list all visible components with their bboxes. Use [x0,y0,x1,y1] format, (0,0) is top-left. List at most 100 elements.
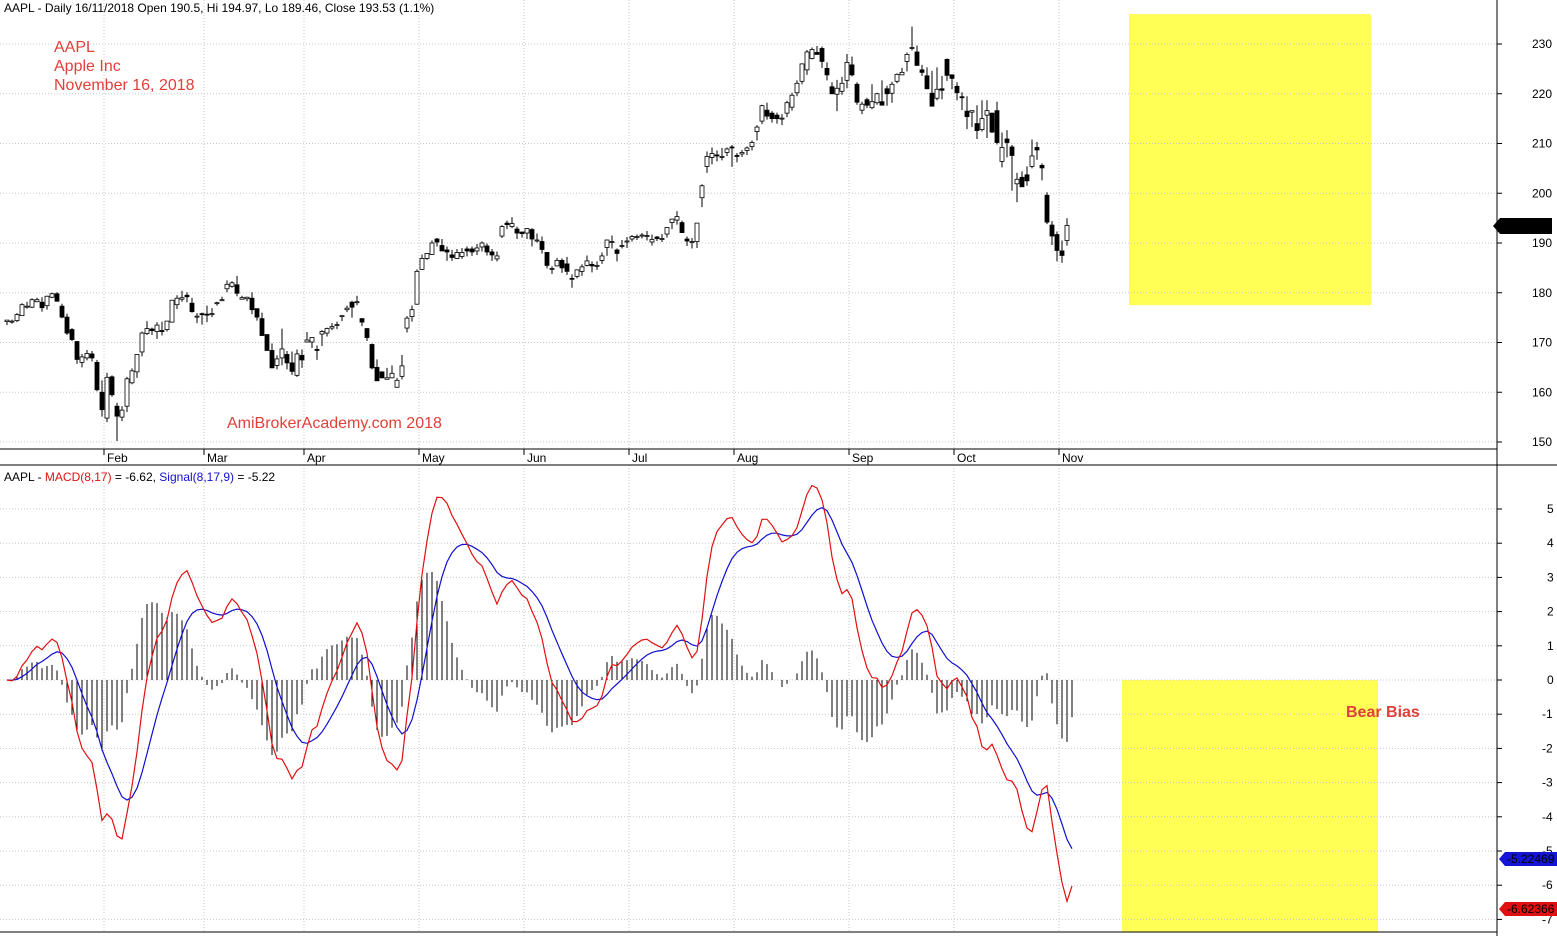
candle-body [19,304,25,317]
candle [529,228,535,247]
candle [479,241,485,252]
candle-body [89,353,95,359]
candle-body [604,239,610,248]
candle-body [449,254,455,258]
candle-body [199,313,205,316]
candle [334,321,340,330]
candle [389,365,395,379]
candle [264,334,270,351]
candle-body [699,185,705,199]
candle-body [904,54,910,62]
candle-body [179,297,185,300]
candle [664,227,670,238]
candle [134,354,140,378]
price-y-tick-label: 150 [1532,435,1552,449]
macd-header: AAPL - MACD(8,17) = -6.62, Signal(8,17,9… [4,470,275,484]
price-y-tick-label: 200 [1532,186,1552,200]
candle-body [159,330,165,332]
candle-body [844,62,850,81]
price-y-tick-label: 180 [1532,286,1552,300]
candle [269,343,275,369]
candle [4,319,10,326]
candle [99,380,105,417]
candle [654,236,660,242]
candle-body [654,236,660,239]
candle [94,359,100,392]
x-axis: Feb Mar Apr May Jun Jul Aug Sep Oct Nov [103,449,1083,465]
candle-body [369,344,375,369]
macd-y-tick-label: -5 [1542,844,1553,858]
candle-body [1024,174,1030,182]
candle [964,96,970,130]
candle-body [169,299,175,323]
candle [719,147,725,161]
candle-body [154,324,160,332]
macd-histogram [16,571,1073,755]
candle [989,112,995,134]
candle [144,321,150,336]
candle [574,269,580,279]
candle [204,305,210,323]
candle [769,111,775,123]
candle [199,312,205,325]
candle [464,246,470,257]
candle-body [219,299,225,302]
signal-line [6,507,1073,849]
candle-body [414,270,420,305]
candle-body [174,297,180,306]
candle [799,63,805,85]
candle [729,144,735,167]
candle-body [979,118,985,130]
candle-body [29,299,35,308]
candle [299,349,305,368]
candle-body [274,358,280,366]
close-price-badge: 193.53 [1493,218,1552,234]
candle-body [924,75,930,90]
candle-body [329,326,335,329]
candle-body [409,309,415,318]
candle-body [504,222,510,225]
candle-body [849,64,855,76]
candle-body [304,339,310,343]
candle-body [1004,138,1010,143]
candle [619,240,625,249]
candle [809,47,815,60]
candle-body [434,238,440,243]
candle-body [314,349,320,351]
candle [894,73,900,84]
candle [739,149,745,157]
candle [639,233,645,239]
candle [104,372,110,423]
candle-body [119,409,125,418]
candle-body [209,313,215,316]
candle-body [639,234,645,237]
candle [149,327,155,336]
candle [294,349,300,377]
macd-header-value: = -6.62, [112,470,160,484]
candle-body [999,147,1005,162]
candle-body [734,155,740,157]
candle [124,376,130,413]
candle [164,320,170,332]
candle [674,211,680,225]
price-y-tick-label: 210 [1532,137,1552,151]
candle-body [1059,250,1065,256]
candle-body [869,101,875,109]
candle [249,292,255,315]
price-y-tick-label: 220 [1532,87,1552,101]
candle [349,300,355,318]
candle-body [989,112,995,133]
candle [499,225,505,239]
candle [569,274,575,288]
candle-body [719,156,725,158]
candle-body [384,377,390,380]
candle [764,102,770,120]
candle-body [324,328,330,334]
candle-body [404,317,410,329]
candle-body [704,156,710,167]
candle [344,305,350,313]
candle-body [519,231,525,234]
candle [1004,130,1010,158]
candle [419,254,425,270]
candle-body [764,109,770,117]
